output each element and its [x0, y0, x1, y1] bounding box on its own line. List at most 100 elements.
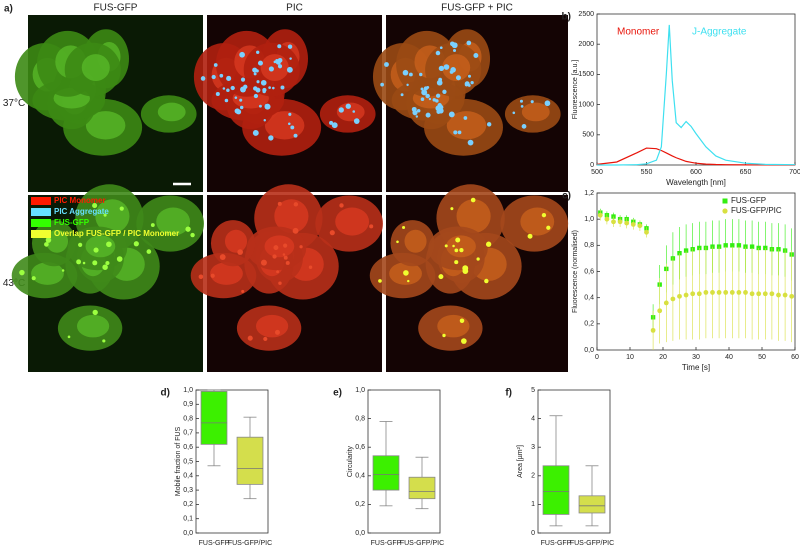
- granule: [61, 269, 65, 272]
- granule: [454, 260, 459, 265]
- granule: [247, 335, 253, 341]
- y-tick-label: 0,7: [183, 430, 193, 437]
- marker: [644, 229, 649, 235]
- granule: [435, 50, 441, 56]
- y-tick-label: 0,8: [183, 415, 193, 422]
- marker: [624, 220, 630, 226]
- x-tick-label: FUS-GFP: [541, 540, 572, 547]
- granule: [93, 247, 99, 253]
- granule: [419, 72, 423, 77]
- nucleus: [256, 314, 289, 338]
- granule: [308, 265, 313, 270]
- x-tick-label: 60: [791, 354, 799, 361]
- granule: [273, 60, 277, 64]
- granule: [257, 60, 263, 66]
- granule: [277, 57, 283, 63]
- panel-label: e): [333, 388, 342, 399]
- granule: [198, 274, 204, 280]
- y-tick-label: 0,3: [183, 487, 193, 494]
- granule: [252, 130, 259, 136]
- granule: [353, 118, 360, 124]
- granule: [299, 245, 303, 249]
- granule: [544, 100, 551, 107]
- granule: [262, 87, 267, 93]
- spectrum-line: [597, 24, 796, 166]
- marker: [749, 244, 755, 249]
- granule: [92, 309, 98, 316]
- box: [542, 465, 570, 515]
- granule: [436, 79, 443, 86]
- granule: [452, 244, 455, 248]
- marker: [776, 292, 781, 298]
- granule: [412, 110, 418, 116]
- x-tick-label: 50: [758, 354, 766, 361]
- granule: [31, 276, 36, 281]
- y-tick-label: 0,5: [183, 458, 193, 465]
- marker: [663, 300, 669, 306]
- y-tick-label: 0,4: [355, 473, 365, 480]
- legend-label: PIC Aggregate: [54, 207, 109, 216]
- granule: [541, 212, 547, 218]
- marker: [710, 290, 715, 295]
- granule: [263, 119, 266, 122]
- y-tick-label: 0: [590, 162, 594, 169]
- y-tick-label: 0,0: [584, 347, 594, 354]
- y-tick-label: 0,8: [584, 242, 594, 249]
- granule: [287, 44, 293, 49]
- granule: [438, 274, 444, 280]
- granule: [239, 98, 243, 102]
- x-tick-label: 10: [626, 354, 634, 361]
- granule: [239, 105, 244, 110]
- y-tick-label: 0,4: [183, 473, 193, 480]
- x-tick-label: 40: [725, 354, 733, 361]
- y-tick-label: 0,6: [183, 444, 193, 451]
- granule: [215, 91, 220, 97]
- granule: [76, 259, 82, 265]
- granule: [256, 80, 260, 84]
- marker: [670, 296, 676, 302]
- granule: [277, 44, 282, 49]
- granule: [425, 93, 430, 99]
- legend-label: FUS-GFP/PIC: [731, 206, 782, 215]
- granule: [402, 69, 409, 76]
- granule: [406, 83, 409, 87]
- granule: [463, 116, 468, 120]
- granule: [288, 122, 291, 126]
- granule: [421, 89, 428, 96]
- granule: [452, 48, 457, 53]
- granule: [520, 104, 524, 108]
- granule: [384, 62, 389, 67]
- marker: [597, 212, 603, 218]
- granule: [425, 112, 431, 118]
- granule: [512, 111, 516, 115]
- x-tick-label: FUS-GFP: [371, 540, 402, 547]
- marker: [677, 293, 682, 299]
- y-tick-label: 3: [531, 444, 535, 451]
- nucleus: [31, 262, 64, 285]
- marker: [789, 293, 795, 299]
- marker: [736, 290, 742, 295]
- x-tick-label: 20: [659, 354, 667, 361]
- nucleus: [404, 229, 427, 253]
- granule: [396, 240, 399, 244]
- granule: [273, 245, 279, 251]
- granule: [345, 103, 351, 109]
- granule: [420, 97, 425, 101]
- granule: [268, 66, 274, 72]
- granule: [282, 253, 286, 256]
- granule: [464, 83, 469, 87]
- nucleus: [274, 199, 309, 234]
- marker: [650, 327, 656, 333]
- granule: [443, 64, 450, 70]
- nucleus: [442, 54, 471, 81]
- granule: [466, 40, 472, 46]
- granule: [200, 76, 206, 81]
- nucleus: [77, 314, 110, 338]
- granule: [240, 86, 246, 93]
- granule: [234, 96, 238, 99]
- granule: [450, 207, 454, 211]
- marker: [637, 223, 643, 229]
- granule: [473, 53, 479, 58]
- x-tick-label: 30: [692, 354, 700, 361]
- series-label: Monomer: [617, 27, 660, 38]
